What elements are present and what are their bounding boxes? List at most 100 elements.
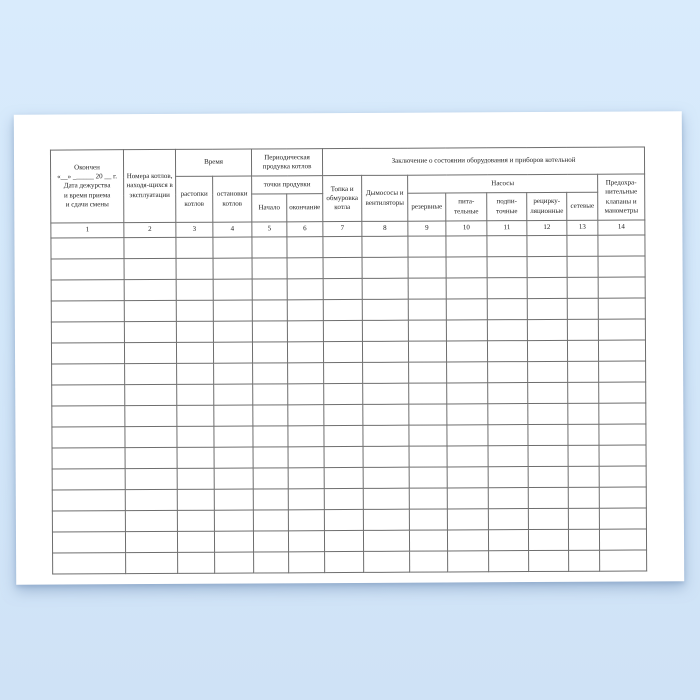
empty-cell bbox=[488, 529, 529, 551]
empty-cell bbox=[528, 508, 569, 530]
empty-cell bbox=[446, 298, 488, 320]
empty-cell bbox=[288, 446, 325, 468]
empty-cell bbox=[363, 488, 410, 510]
empty-cell bbox=[288, 509, 325, 531]
empty-cell bbox=[599, 507, 647, 530]
empty-cell bbox=[287, 383, 324, 405]
empty-cell bbox=[408, 277, 447, 300]
empty-cell bbox=[408, 319, 447, 342]
empty-cell bbox=[51, 384, 125, 407]
empty-cell bbox=[409, 508, 448, 531]
header-fans: Дымососы и вентиляторы bbox=[361, 175, 408, 222]
empty-cell bbox=[288, 551, 325, 573]
empty-cell bbox=[447, 550, 489, 572]
empty-cell bbox=[287, 362, 324, 384]
empty-cell bbox=[567, 361, 599, 383]
empty-cell bbox=[598, 360, 646, 383]
empty-cell bbox=[324, 488, 364, 510]
empty-cell bbox=[323, 383, 363, 405]
header-time-shutdown: остановки котлов bbox=[212, 176, 252, 223]
empty-cell bbox=[527, 340, 568, 362]
empty-cell bbox=[125, 552, 178, 574]
empty-cell bbox=[487, 298, 528, 320]
empty-cell bbox=[176, 384, 214, 406]
table-body: 1 2 3 4 5 6 7 8 9 10 11 12 13 14 bbox=[50, 219, 647, 575]
empty-cell bbox=[567, 340, 599, 362]
empty-cell bbox=[52, 510, 126, 533]
header-blowdown-begin: Начало bbox=[251, 193, 287, 223]
header-time-group: Время bbox=[175, 149, 252, 177]
empty-cell bbox=[252, 299, 288, 322]
empty-cell bbox=[52, 468, 126, 491]
empty-cell bbox=[363, 530, 410, 552]
empty-cell bbox=[175, 237, 214, 259]
empty-cell bbox=[408, 361, 447, 384]
empty-cell bbox=[598, 339, 646, 362]
empty-cell bbox=[362, 404, 409, 426]
empty-cell bbox=[213, 363, 253, 385]
header-pump-recirculation: рецирку- ляционные bbox=[526, 192, 567, 221]
empty-cell bbox=[568, 466, 600, 488]
empty-cell bbox=[487, 256, 528, 278]
empty-cell bbox=[568, 445, 600, 467]
empty-cell bbox=[52, 531, 126, 554]
empty-cell bbox=[526, 235, 568, 257]
empty-cell bbox=[176, 321, 214, 343]
column-number-cell: 13 bbox=[566, 220, 598, 236]
empty-cell bbox=[123, 237, 177, 259]
empty-cell bbox=[598, 255, 646, 278]
empty-cell bbox=[252, 362, 288, 385]
empty-cell bbox=[323, 278, 363, 300]
empty-cell bbox=[598, 318, 646, 341]
empty-cell bbox=[286, 236, 324, 258]
empty-cell bbox=[323, 425, 364, 447]
empty-cell bbox=[288, 467, 325, 489]
empty-cell bbox=[487, 319, 528, 341]
header-pump-network: сетевые bbox=[566, 192, 598, 221]
column-number-cell: 2 bbox=[123, 222, 176, 238]
empty-cell bbox=[567, 403, 599, 425]
empty-cell bbox=[323, 299, 363, 321]
header-conclusion-group: Заключение о состоянии оборудования и пр… bbox=[322, 146, 645, 176]
empty-cell bbox=[214, 531, 254, 553]
empty-cell bbox=[362, 257, 409, 279]
empty-cell bbox=[598, 297, 646, 320]
empty-cell bbox=[407, 235, 447, 258]
empty-cell bbox=[488, 550, 529, 572]
header-blowdown-group: Периодическая продувка котлов bbox=[251, 148, 323, 177]
header-pump-feed: пита- тельные bbox=[445, 192, 487, 221]
empty-cell bbox=[408, 298, 447, 321]
empty-cell bbox=[125, 489, 178, 511]
empty-cell bbox=[125, 510, 178, 532]
empty-cell bbox=[409, 487, 448, 510]
empty-cell bbox=[324, 446, 364, 468]
empty-cell bbox=[52, 447, 126, 470]
empty-cell bbox=[446, 340, 488, 362]
empty-cell bbox=[177, 510, 215, 532]
empty-cell bbox=[528, 466, 569, 488]
empty-cell bbox=[566, 235, 599, 257]
empty-cell bbox=[362, 278, 409, 300]
empty-cell bbox=[252, 278, 288, 301]
empty-cell bbox=[50, 237, 125, 260]
empty-cell bbox=[176, 426, 215, 448]
empty-cell bbox=[323, 362, 363, 384]
column-number-cell: 14 bbox=[597, 219, 645, 236]
empty-cell bbox=[176, 342, 214, 364]
empty-cell bbox=[527, 298, 568, 320]
empty-cell bbox=[447, 508, 489, 530]
empty-cell bbox=[214, 447, 254, 469]
empty-cell bbox=[446, 319, 488, 341]
empty-cell bbox=[177, 489, 215, 511]
empty-cell bbox=[214, 552, 254, 574]
empty-cell bbox=[527, 319, 568, 341]
empty-cell bbox=[51, 258, 125, 281]
empty-cell bbox=[51, 342, 125, 365]
empty-cell bbox=[253, 530, 289, 553]
empty-cell bbox=[52, 552, 126, 575]
empty-cell bbox=[567, 277, 599, 299]
column-number-cell: 5 bbox=[251, 221, 287, 238]
empty-cell bbox=[213, 279, 253, 301]
header-pump-makeup: подпи- точные bbox=[486, 192, 527, 221]
empty-cell bbox=[568, 550, 600, 572]
